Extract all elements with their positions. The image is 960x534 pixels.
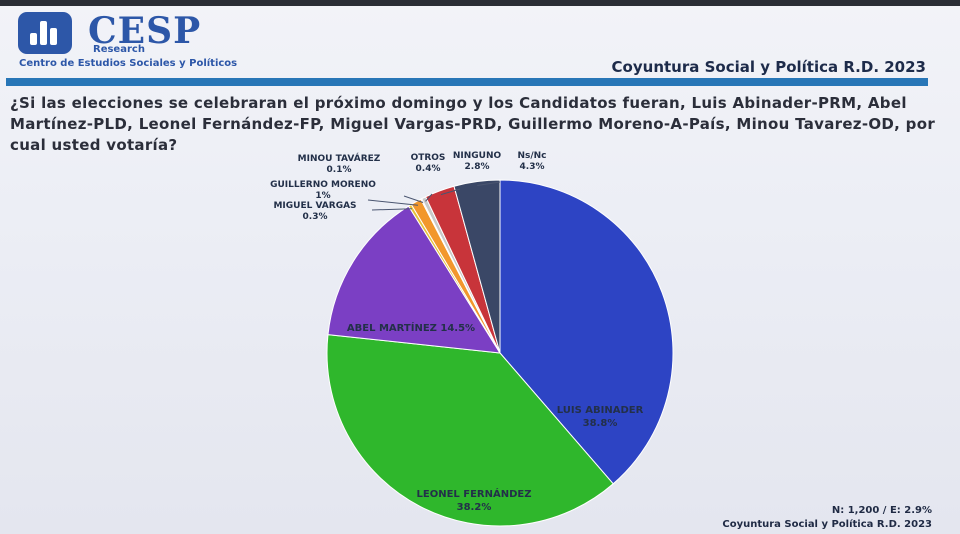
slice-leonel-fernandez — [326, 334, 614, 527]
label-value-minou-tavarez: 0.1% — [327, 165, 352, 175]
slice-labels: LUIS ABINADER 38.8% LEONEL FERNÁNDEZ 38.2% A… — [270, 151, 643, 513]
slice-abel-martinez — [327, 205, 501, 354]
label-value-guillerno-moreno: 1% — [315, 191, 330, 201]
label-value-otros: 0.4% — [416, 164, 441, 174]
label-value-leonel-fernandez: 38.2% — [457, 502, 492, 513]
pie-slices — [326, 179, 674, 527]
label-name-luis-abinader: LUIS ABINADER — [557, 405, 644, 416]
label-value-ninguno: 2.8% — [465, 162, 490, 172]
cesp-logo-icon — [18, 12, 72, 54]
leader-line-otros — [425, 193, 433, 202]
leader-line-ns-nc — [477, 181, 501, 186]
label-value-luis-abinader: 38.8% — [583, 418, 618, 429]
leader-line-miguel-vargas — [371, 208, 413, 211]
label-name-guillerno-moreno: GUILLERNO MORENO — [270, 180, 376, 190]
slide-header: CESP Research Centro de Estudios Sociale… — [0, 6, 960, 86]
label-abel-martinez: ABEL MARTÍNEZ 14.5% — [347, 321, 475, 334]
label-name-otros: OTROS — [411, 153, 446, 163]
logo-wordmark: CESP — [88, 10, 202, 52]
label-value-ns-nc: 4.3% — [520, 162, 545, 172]
label-name-minou-tavarez: MINOU TAVÁREZ — [298, 152, 381, 164]
leader-line-minou-tavarez — [403, 195, 424, 203]
leader-lines — [367, 181, 501, 211]
slice-ns-nc — [453, 179, 501, 354]
leader-line-ninguno — [440, 188, 461, 196]
label-name-miguel-vargas: MIGUEL VARGAS — [273, 201, 356, 211]
screen-top-edge — [0, 0, 960, 6]
label-name-ninguno: NINGUNO — [453, 151, 502, 161]
label-name-leonel-fernandez: LEONEL FERNÁNDEZ — [417, 487, 532, 500]
header-rule — [6, 78, 928, 86]
logo-tagline: Centro de Estudios Sociales y Políticos — [19, 58, 238, 69]
bar-chart-icon — [30, 21, 60, 45]
footer-title: Coyuntura Social y Política R.D. 2023 — [722, 519, 932, 530]
label-name-ns-nc: Ns/Nc — [517, 151, 546, 161]
header-title: Coyuntura Social y Política R.D. 2023 — [611, 58, 926, 76]
sample-note: N: 1,200 / E: 2.9% — [831, 505, 932, 516]
logo-subtitle: Research — [93, 44, 145, 55]
label-value-miguel-vargas: 0.3% — [303, 212, 328, 222]
leader-line-guillerno-moreno — [367, 199, 419, 206]
survey-question: ¿Si las elecciones se celebraran el próx… — [10, 94, 936, 154]
slice-luis-abinader — [499, 179, 674, 485]
